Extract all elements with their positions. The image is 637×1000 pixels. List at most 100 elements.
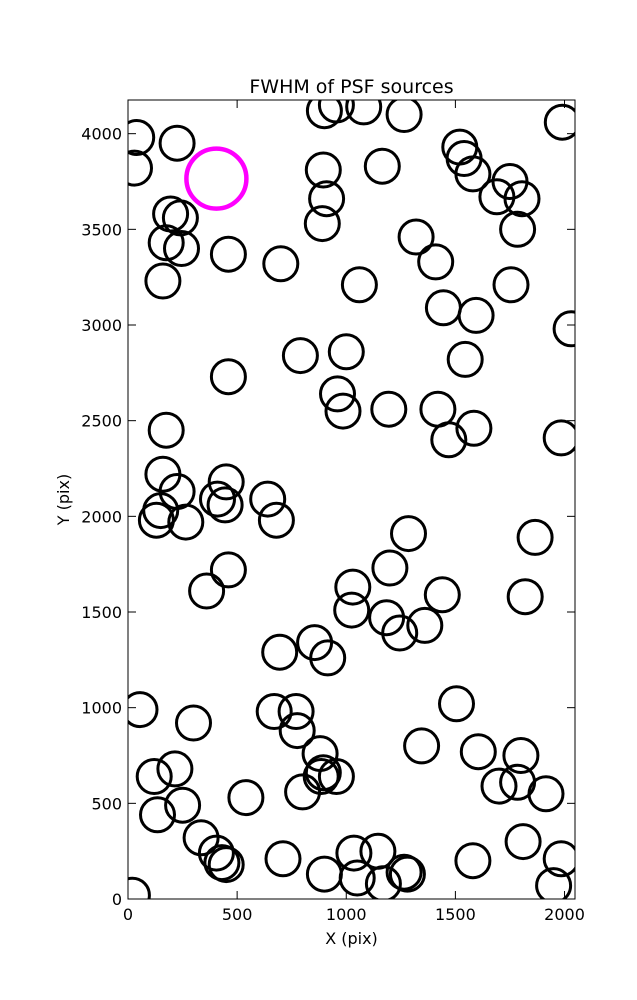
x-tick-label: 0 [123,905,133,924]
data-point [543,103,575,141]
data-point [455,409,493,447]
data-point [334,568,372,606]
data-point [206,486,244,524]
x-axis: 0 500 1000 1500 2000 [123,100,585,924]
data-point [397,218,435,256]
data-point [158,124,196,162]
data-point [459,733,497,771]
data-point [284,773,322,811]
x-tick-label: 1000 [326,905,367,924]
data-point [364,865,402,899]
data-point [262,245,300,283]
data-point [542,840,575,878]
data-point [278,712,316,750]
data-point [317,758,355,795]
data-point [503,180,541,218]
y-tick-label: 4000 [81,125,122,144]
data-point [128,149,153,187]
data-point [340,266,378,304]
data-point [139,796,176,834]
y-axis: 0 500 1000 1500 2000 2500 3000 3500 4000 [81,125,575,909]
data-point [370,390,408,428]
y-tick-label: 2500 [81,412,122,431]
data-point [147,411,185,449]
data-point [135,758,173,795]
data-point [207,846,245,884]
x-tick-label: 500 [222,905,253,924]
data-point [454,155,492,193]
data-point [281,337,319,375]
data-point [446,340,484,378]
data-point [182,819,220,857]
data-point [542,419,575,457]
data-point [492,266,530,304]
data-point [319,375,356,413]
data-point [327,333,365,371]
data-point [535,867,573,899]
highlight-marker [184,146,249,211]
data-point [197,834,235,872]
data-points [128,100,575,899]
data-point [308,180,346,218]
data-point [480,767,518,805]
data-point [261,633,299,671]
data-point [390,515,427,553]
data-point [371,549,409,587]
data-point [227,779,265,817]
data-point [363,147,401,185]
data-point [257,501,295,539]
data-point [277,693,315,730]
chart-title: FWHM of PSF sources [249,76,453,98]
x-axis-label: X (pix) [325,929,378,948]
data-point [385,100,423,133]
data-point [163,230,200,267]
y-tick-label: 3000 [81,316,122,335]
data-point [304,151,342,189]
data-point [255,693,293,730]
data-point [199,480,236,518]
y-tick-label: 1000 [81,699,122,718]
data-point [454,842,492,880]
data-point [156,750,194,788]
y-tick-label: 500 [91,794,122,813]
data-point [338,859,376,897]
data-point [502,737,540,774]
data-point [209,551,247,589]
data-point [264,840,302,878]
data-point [499,210,537,248]
data-point [552,310,575,348]
data-point [128,876,151,899]
data-point [406,606,444,644]
data-point [388,855,426,893]
data-point [309,639,347,677]
data-point [403,727,441,765]
data-point [303,205,341,243]
data-point [335,834,373,872]
data-point [317,100,355,124]
data-point [333,591,371,629]
y-axis-label: Y (pix) [54,474,73,526]
data-point [302,758,340,795]
data-point [137,501,175,539]
data-point [504,823,542,861]
data-point [457,296,495,334]
data-point [209,358,247,396]
data-point [167,503,205,541]
data-point [516,518,554,556]
data-point [188,572,226,610]
data-point [305,100,343,130]
y-tick-label: 3500 [81,220,122,239]
data-point [175,704,212,742]
data-point [417,243,455,281]
data-point [249,480,287,518]
data-point [207,463,245,501]
data-point [385,853,423,891]
data-point [430,421,468,459]
y-tick-label: 0 [112,890,122,909]
data-point [128,691,159,729]
data-point [506,578,544,616]
data-point [345,100,383,126]
x-tick-label: 1500 [435,905,476,924]
